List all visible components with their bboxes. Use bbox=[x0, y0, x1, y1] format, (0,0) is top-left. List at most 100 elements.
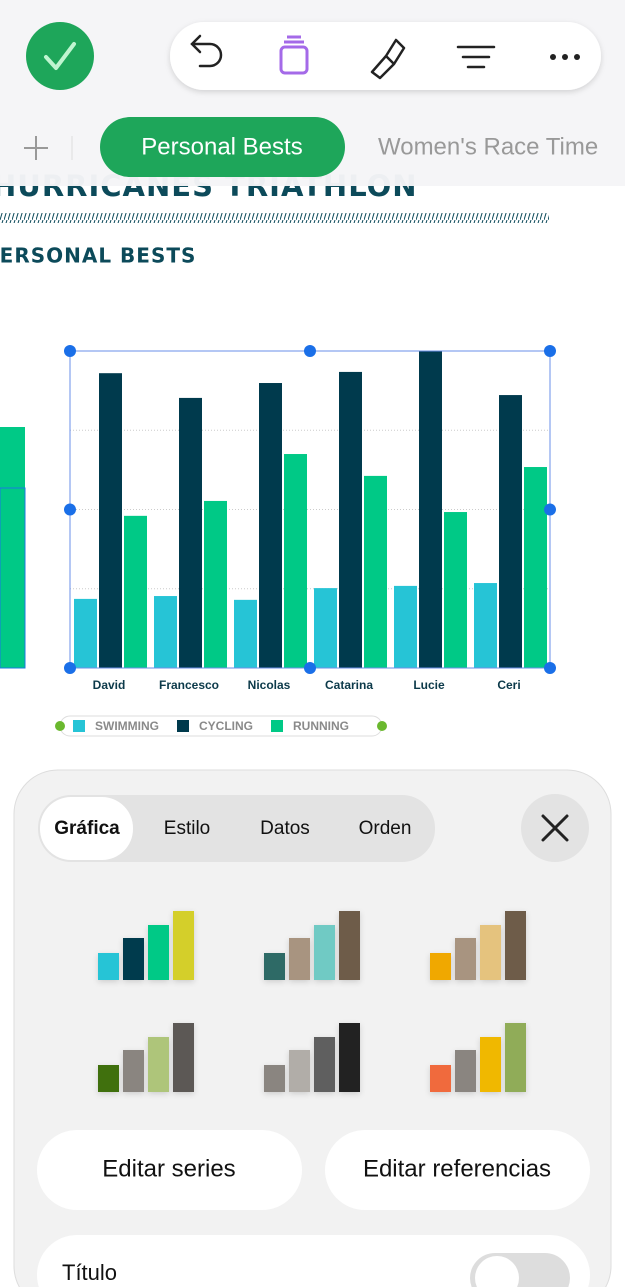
selection-handle[interactable] bbox=[304, 345, 316, 357]
format-button[interactable] bbox=[370, 38, 406, 80]
button-label: Editar referencias bbox=[363, 1155, 551, 1182]
style-swatch-bar bbox=[339, 911, 360, 980]
bar bbox=[284, 454, 307, 668]
undo-button[interactable] bbox=[190, 34, 223, 68]
tab-label[interactable]: Women's Race Time bbox=[378, 133, 598, 160]
selection-handle[interactable] bbox=[544, 503, 556, 516]
style-swatch-bar bbox=[289, 938, 310, 980]
selection-handle[interactable] bbox=[64, 345, 76, 357]
toggle-knob bbox=[475, 1256, 519, 1287]
copy-button[interactable] bbox=[279, 35, 309, 75]
bar bbox=[444, 512, 467, 668]
x-tick-label: Francesco bbox=[159, 678, 219, 692]
legend-handle[interactable] bbox=[55, 721, 65, 731]
x-tick-label: Nicolas bbox=[248, 678, 291, 692]
bar bbox=[394, 585, 417, 668]
legend-marker bbox=[271, 720, 283, 732]
legend-handle[interactable] bbox=[377, 721, 387, 731]
style-swatch-bar bbox=[98, 1065, 119, 1092]
edit-references-button[interactable] bbox=[325, 1130, 590, 1210]
segment-label[interactable]: Datos bbox=[260, 818, 310, 839]
bar bbox=[524, 467, 547, 668]
bar bbox=[259, 383, 282, 668]
selection-handle[interactable] bbox=[544, 662, 556, 674]
bar bbox=[419, 351, 442, 668]
legend-marker bbox=[177, 720, 189, 732]
bar bbox=[314, 588, 337, 668]
selection-handle[interactable] bbox=[304, 662, 316, 674]
style-swatch-bar bbox=[123, 1050, 144, 1092]
bar bbox=[364, 475, 387, 668]
style-swatch-bar bbox=[264, 953, 285, 980]
chart-style-option[interactable] bbox=[430, 911, 526, 980]
x-tick-label: Catarina bbox=[325, 678, 373, 692]
bar bbox=[204, 500, 227, 668]
style-swatch-bar bbox=[505, 911, 526, 980]
edit-series-button[interactable] bbox=[37, 1130, 302, 1210]
style-swatch-bar bbox=[264, 1065, 285, 1092]
selection-handle[interactable] bbox=[64, 662, 76, 674]
active-tab-label: Personal Bests bbox=[141, 133, 302, 160]
chart-style-option[interactable] bbox=[98, 1023, 194, 1092]
bar bbox=[234, 599, 257, 668]
x-tick-label: Ceri bbox=[497, 678, 520, 692]
legend-label: CYCLING bbox=[199, 719, 253, 733]
check-icon bbox=[44, 42, 76, 70]
bar bbox=[154, 596, 177, 668]
style-swatch-bar bbox=[289, 1050, 310, 1092]
segment-label[interactable]: Estilo bbox=[164, 818, 210, 839]
chart: David Francesco Nicolas Catarina Lucie Ceri SW… bbox=[55, 345, 556, 737]
chart-style-option[interactable] bbox=[98, 911, 194, 980]
style-swatch-bar bbox=[430, 953, 451, 980]
more-button[interactable] bbox=[550, 54, 580, 60]
chart-style-option[interactable] bbox=[264, 911, 360, 980]
add-sheet-button[interactable] bbox=[24, 136, 48, 160]
bar bbox=[179, 397, 202, 668]
divider bbox=[0, 213, 549, 223]
legend-label: RUNNING bbox=[293, 719, 349, 733]
style-swatch-bar bbox=[339, 1023, 360, 1092]
organize-button[interactable] bbox=[456, 45, 496, 69]
bar bbox=[339, 371, 362, 668]
title-row bbox=[37, 1235, 590, 1287]
chart-style-option[interactable] bbox=[264, 1023, 360, 1092]
side-table bbox=[0, 427, 26, 669]
style-swatch-bar bbox=[314, 1037, 335, 1092]
x-tick-label: Lucie bbox=[413, 678, 445, 692]
style-swatch-bar bbox=[455, 938, 476, 980]
style-swatch-bar bbox=[123, 938, 144, 980]
selected-segment bbox=[40, 797, 133, 860]
bar bbox=[74, 598, 97, 668]
bar bbox=[99, 373, 122, 668]
style-swatch-bar bbox=[173, 1023, 194, 1092]
style-swatch-bar bbox=[455, 1050, 476, 1092]
segment-label[interactable]: Gráfica bbox=[54, 818, 120, 839]
close-icon bbox=[541, 814, 569, 842]
style-swatch-bar bbox=[430, 1065, 451, 1092]
chart-style-option[interactable] bbox=[430, 1023, 526, 1092]
bar bbox=[474, 583, 497, 668]
segment-label[interactable]: Orden bbox=[359, 818, 412, 839]
style-swatch-bar bbox=[148, 1037, 169, 1092]
style-swatch-bar bbox=[314, 925, 335, 980]
style-swatch-bar bbox=[480, 1037, 501, 1092]
done-button[interactable] bbox=[26, 22, 94, 90]
selection-handle[interactable] bbox=[64, 503, 76, 516]
style-swatch-bar bbox=[173, 911, 194, 980]
style-swatch-bar bbox=[505, 1023, 526, 1092]
legend-marker bbox=[73, 720, 85, 732]
style-swatch-bar bbox=[98, 953, 119, 980]
bar bbox=[124, 515, 147, 668]
x-tick-label: David bbox=[93, 678, 126, 692]
active-tab[interactable] bbox=[100, 117, 345, 177]
selection-handle[interactable] bbox=[544, 345, 556, 357]
style-swatch-bar bbox=[480, 925, 501, 980]
bar bbox=[499, 395, 522, 668]
segmented-control bbox=[38, 795, 435, 862]
legend-label: SWIMMING bbox=[95, 719, 159, 733]
style-swatch-bar bbox=[148, 925, 169, 980]
row-label: Título bbox=[62, 1260, 117, 1285]
button-label: Editar series bbox=[102, 1155, 235, 1182]
